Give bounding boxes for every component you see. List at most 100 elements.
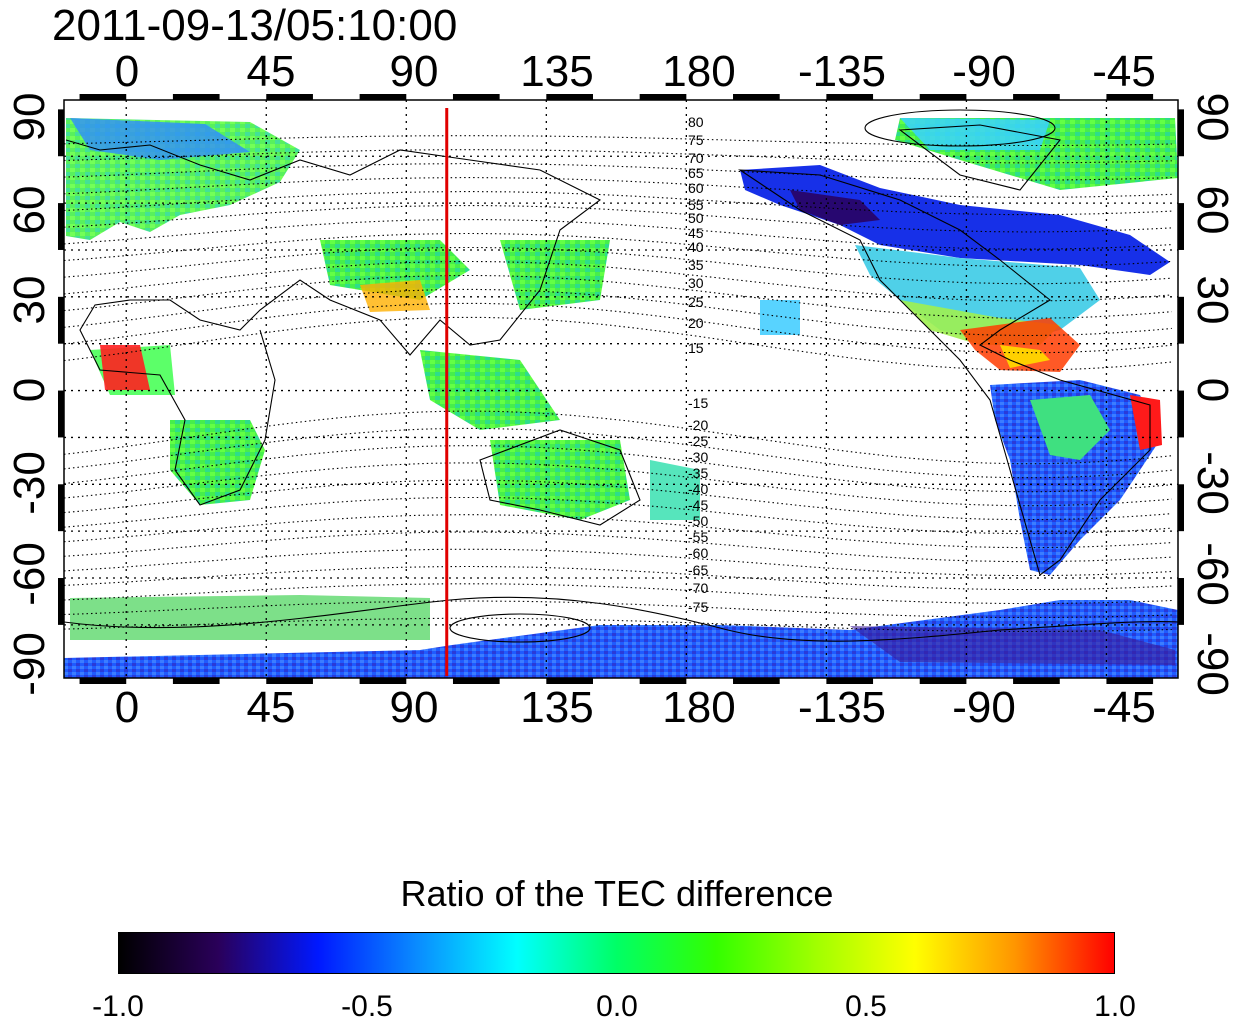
- contour-label: 80: [688, 114, 704, 130]
- data-region-caribbean-yellow: [1000, 345, 1050, 368]
- frame-bar: [58, 203, 64, 250]
- contour-line: [64, 565, 1172, 591]
- data-region-antarctica-low: [850, 626, 1175, 665]
- frame-bar: [546, 94, 593, 100]
- frame-bar: [172, 94, 220, 100]
- top-lon-label-180: 180: [662, 47, 736, 96]
- frame-bar: [58, 484, 64, 532]
- contour-label: 15: [688, 340, 704, 356]
- contour-label: -20: [688, 417, 708, 433]
- coast-americas: [737, 169, 1151, 576]
- contour-label: 45: [688, 225, 704, 241]
- contour-label: 70: [688, 150, 704, 166]
- frame-bar: [79, 678, 127, 684]
- frame-bar: [1178, 390, 1184, 438]
- contour-label: 55: [688, 197, 704, 213]
- contour-label: 75: [688, 132, 704, 148]
- bottom-lon-label-45: 45: [246, 683, 296, 732]
- bottom-lon-label-minus45: -45: [1092, 683, 1156, 732]
- data-region-arctic-west: [70, 118, 250, 160]
- contour-line: [64, 479, 1172, 521]
- frame-bar: [546, 678, 593, 684]
- frame-bar: [58, 578, 64, 625]
- frame-bar: [1178, 296, 1184, 344]
- contour-label: -75: [688, 599, 708, 615]
- frame-bar: [919, 94, 967, 100]
- contour-label: -55: [688, 529, 708, 545]
- coast-australia: [479, 429, 641, 526]
- frame-bar: [919, 678, 967, 684]
- contour-label: -50: [688, 513, 708, 529]
- data-region-arabia: [360, 280, 430, 312]
- contour-line: [64, 288, 1172, 337]
- data-region-new-zealand: [650, 460, 700, 520]
- frame-bar: [266, 678, 313, 684]
- frame-bar: [826, 678, 874, 684]
- data-region-east-asia: [500, 240, 610, 310]
- data-region-amazon: [1030, 395, 1110, 460]
- contour-line: [64, 302, 1172, 354]
- frame-bar: [1178, 203, 1184, 250]
- contour-line: [64, 427, 1172, 479]
- top-lon-label-minus45: -45: [1092, 47, 1156, 96]
- contour-label: 40: [688, 239, 704, 255]
- contour-label: 35: [688, 257, 704, 273]
- contour-label: -45: [688, 497, 708, 513]
- contour-label: -40: [688, 481, 708, 497]
- contour-line: [64, 531, 1172, 563]
- contour-line: [64, 246, 1172, 285]
- frame-bar: [1106, 678, 1154, 684]
- data-region-caribbean-high: [960, 318, 1080, 372]
- data-region-west-africa-red: [100, 345, 150, 390]
- contour-line: [64, 462, 1172, 507]
- frame-bar: [733, 94, 780, 100]
- contour-line: [64, 149, 1172, 164]
- contour-line: [64, 219, 1172, 250]
- data-region-pacific: [760, 300, 800, 335]
- frame-bar: [172, 678, 220, 684]
- frame-bar: [1178, 578, 1184, 625]
- contour-labels: 80 75 70 65 60 55 50 45 40 35 30 25 20 1…: [688, 114, 708, 615]
- frame-bar: [1178, 484, 1184, 532]
- contour-line: [64, 600, 1172, 619]
- bottom-lon-label-0: 0: [114, 683, 140, 732]
- contour-label: 65: [688, 165, 704, 181]
- top-lon-label-90: 90: [389, 47, 439, 96]
- frame-bar: [266, 94, 313, 100]
- frame-bar: [639, 678, 687, 684]
- colorbar-tick-05: 0.5: [845, 990, 887, 1023]
- frame-bar: [1178, 109, 1184, 157]
- contour-line: [64, 232, 1172, 267]
- frame-bar: [58, 296, 64, 344]
- contour-label: -65: [688, 562, 708, 578]
- bottom-lon-label-135: 135: [520, 683, 594, 732]
- contour-line: [64, 163, 1172, 181]
- bottom-lon-label-minus90: -90: [952, 683, 1016, 732]
- colorbar-tick-1: 1.0: [1094, 990, 1136, 1023]
- top-lon-label-135: 135: [520, 47, 594, 96]
- frame-bar: [359, 678, 407, 684]
- map-frame: [63, 99, 1179, 679]
- contour-label: 20: [688, 315, 704, 331]
- map-timestamp: 2011-09-13/05:10:00: [52, 1, 458, 50]
- colorbar-tick-minus1: -1.0: [92, 990, 144, 1023]
- colorbar: [118, 932, 1115, 974]
- bottom-lon-label-90: 90: [389, 683, 439, 732]
- frame-bar: [639, 94, 687, 100]
- contour-label: -30: [688, 449, 708, 465]
- data-region-south-america: [990, 380, 1160, 575]
- contour-loop-south: [449, 613, 591, 643]
- graticule: [64, 100, 1178, 678]
- bottom-lon-label-minus135: -135: [797, 683, 887, 732]
- contour-label: -15: [688, 395, 708, 411]
- data-region-southeast-asia: [420, 350, 560, 430]
- data-region-arctic-east: [900, 118, 1050, 150]
- coast-greenland: [898, 124, 1062, 191]
- frame-bar: [58, 390, 64, 438]
- data-region-canada-low: [790, 190, 880, 225]
- colorbar-tick-minus05: -0.5: [341, 990, 393, 1023]
- contour-line: [64, 260, 1172, 302]
- frame-bar: [58, 109, 64, 157]
- contour-line: [64, 583, 1172, 605]
